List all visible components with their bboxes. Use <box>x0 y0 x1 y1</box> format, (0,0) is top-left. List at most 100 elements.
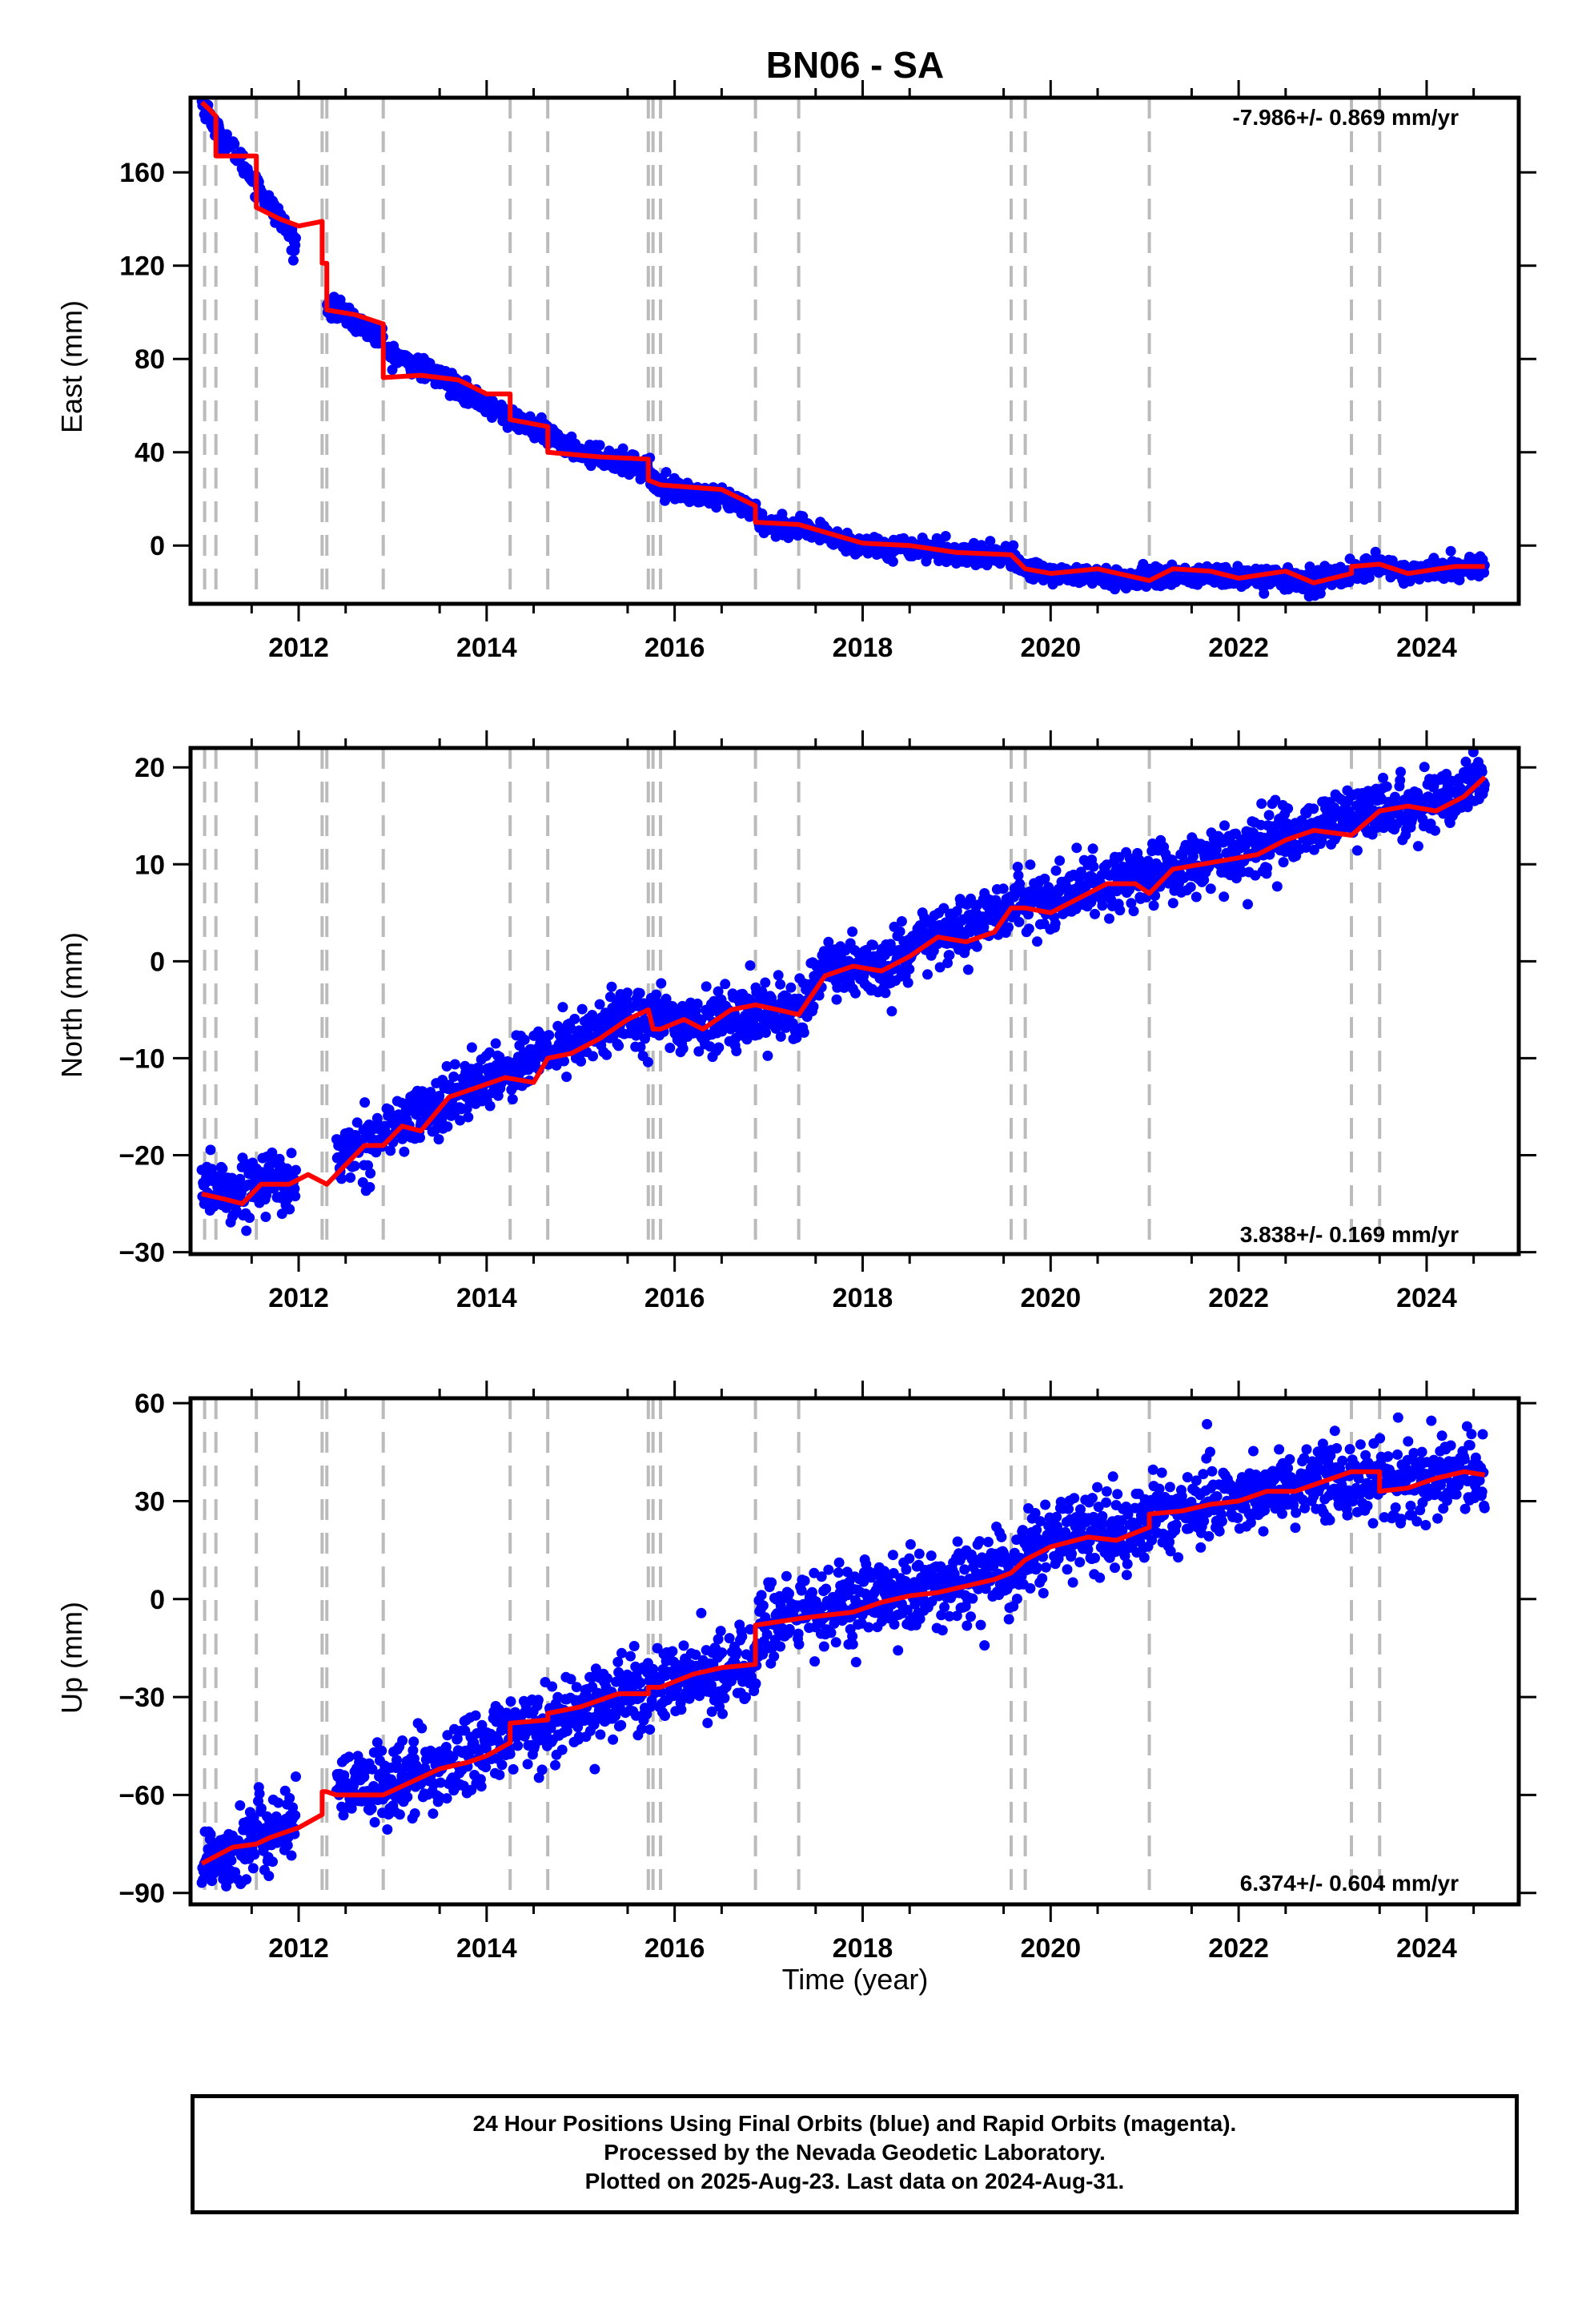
data-point <box>1050 918 1061 929</box>
panel-north: 2012 2014 2016 2018 2020 2022 2024−30−20−10010… <box>55 730 1536 1313</box>
data-point <box>556 1744 568 1755</box>
data-point <box>484 1100 496 1112</box>
data-point <box>601 1049 612 1060</box>
data-point <box>364 1182 375 1192</box>
data-point <box>376 1745 387 1756</box>
y-tick-label: −10 <box>118 1043 165 1074</box>
data-point <box>745 960 756 971</box>
ylabel-north: North (mm) <box>55 932 88 1078</box>
data-point <box>1128 906 1139 917</box>
data-point <box>665 1043 676 1053</box>
data-point <box>561 1072 572 1083</box>
data-point <box>1205 883 1216 895</box>
data-point <box>284 1792 295 1803</box>
x-tick-label: 2014 <box>456 633 517 663</box>
data-point <box>962 964 974 975</box>
data-point <box>235 1800 246 1811</box>
data-point <box>504 1748 516 1759</box>
data-point <box>273 1797 284 1808</box>
data-point <box>260 1212 271 1222</box>
y-tick-label: 10 <box>135 850 165 880</box>
data-point <box>229 139 240 150</box>
data-point <box>998 883 1009 895</box>
data-point <box>1050 865 1062 876</box>
data-point <box>1090 908 1100 919</box>
data-point <box>1476 766 1488 778</box>
rate-north: 3.838+/- 0.169 mm/yr <box>1240 1222 1459 1247</box>
x-tick-label: 2024 <box>1396 1283 1457 1313</box>
y-tick-label: 120 <box>119 251 165 282</box>
data-point <box>343 1751 355 1763</box>
data-point <box>594 999 605 1010</box>
data-point <box>490 1038 501 1049</box>
data-point <box>1219 891 1230 903</box>
data-point <box>241 1874 252 1885</box>
data-point <box>576 1055 587 1067</box>
x-tick-label: 2022 <box>1208 1283 1269 1313</box>
data-point <box>463 1112 474 1123</box>
y-tick-label: −20 <box>118 1141 165 1172</box>
x-tick-label: 2016 <box>644 633 705 663</box>
data-point <box>676 1704 687 1715</box>
data-point <box>715 1626 726 1637</box>
x-tick-label: 2012 <box>268 1283 329 1313</box>
data-point <box>760 977 771 988</box>
data-point <box>635 1677 646 1688</box>
data-point <box>466 1042 477 1053</box>
data-point <box>496 1759 508 1771</box>
data-point <box>205 1144 216 1156</box>
data-point <box>263 1871 275 1881</box>
data-point <box>1185 882 1196 893</box>
data-points <box>196 746 1490 1236</box>
data-point <box>595 1729 606 1740</box>
data-point <box>985 536 996 547</box>
data-point <box>290 1810 301 1821</box>
data-point <box>519 1034 530 1045</box>
data-point <box>1351 845 1363 856</box>
data-point <box>1104 913 1114 924</box>
data-point <box>397 1735 408 1746</box>
data-point <box>677 1043 689 1054</box>
data-point <box>713 1042 725 1053</box>
data-point <box>741 1691 751 1703</box>
data-point <box>1381 781 1392 792</box>
data-point <box>1014 916 1025 927</box>
data-point <box>1025 859 1036 870</box>
data-point <box>1308 803 1319 814</box>
data-point <box>775 1031 786 1042</box>
data-point <box>335 294 346 305</box>
panel-east: 2012 2014 2016 2018 2020 2022 202404080120160 … <box>55 80 1536 663</box>
data-point <box>902 977 913 988</box>
data-point <box>1032 936 1042 947</box>
data-point <box>507 1094 518 1105</box>
data-point <box>887 556 898 567</box>
data-point <box>409 1808 420 1819</box>
data-point <box>644 1724 656 1735</box>
data-point <box>608 1734 619 1745</box>
data-point <box>737 1631 748 1642</box>
data-point <box>291 232 301 243</box>
data-point <box>290 1191 301 1202</box>
data-point <box>940 531 951 541</box>
data-point <box>732 1647 742 1658</box>
panel-up: 2012 2014 2016 2018 2020 2022 2024−90−60−30030… <box>55 1381 1536 1964</box>
data-point <box>628 1641 640 1651</box>
data-point <box>1191 891 1202 903</box>
data-point <box>1430 825 1440 836</box>
data-point <box>1023 923 1034 935</box>
data-point <box>717 1708 728 1719</box>
data-point <box>594 440 605 451</box>
chart-title: BN06 - SA <box>766 44 944 86</box>
data-point <box>1054 855 1066 866</box>
data-point <box>1071 842 1082 854</box>
data-point <box>494 1769 505 1780</box>
data-point <box>642 1056 653 1068</box>
data-points <box>196 95 1490 602</box>
data-point <box>1097 900 1108 911</box>
data-point <box>717 1647 728 1659</box>
data-point <box>661 467 672 478</box>
data-point <box>773 970 784 981</box>
x-tick-label: 2020 <box>1020 1283 1081 1313</box>
x-tick-label: 2014 <box>456 1283 517 1313</box>
data-point <box>971 941 982 952</box>
